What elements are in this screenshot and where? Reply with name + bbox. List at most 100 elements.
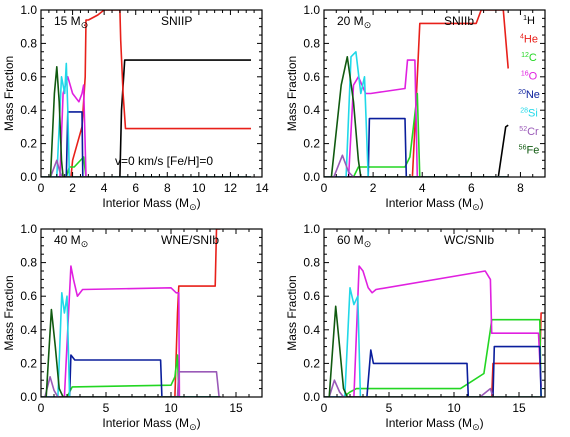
series-line-O (41, 265, 221, 397)
x-tick-label: 2 (69, 181, 76, 195)
y-tick-label: 0.4 (303, 323, 320, 337)
panel-60: 0 5 10 15 0.0 0.2 0.4 0.6 0.8 1.0 Interior Mass (M… (285, 222, 546, 432)
series-line-Si (324, 50, 509, 177)
series-group (324, 265, 543, 397)
y-tick-label: 1.0 (303, 3, 320, 17)
x-tick-label: 5 (386, 401, 393, 415)
series-line-He (324, 312, 543, 397)
series-line-O (324, 59, 509, 177)
series-line-Cr (41, 370, 221, 397)
x-tick-label: 15 (229, 401, 243, 415)
y-tick-label: 0.2 (303, 137, 320, 151)
x-tick-label: 0 (38, 401, 45, 415)
x-axis-label: Interior Mass (M⊙) (102, 196, 200, 212)
panel-15: 0 2 4 6 8 10 12 14 0.0 0.2 0.4 0.6 0.8 1.0 Interior Ma… (2, 3, 269, 212)
y-tick-label: 0.6 (303, 70, 320, 84)
y-tick-label: 0.0 (20, 390, 37, 404)
series-line-Cr (41, 159, 251, 177)
x-axis-label: Interior Mass (M⊙) (102, 416, 200, 432)
panel-20: 0 2 4 6 8 0.0 0.2 0.4 0.6 0.8 1.0 Interior Mass (M⊙… (285, 3, 546, 212)
x-tick-label: 0 (321, 181, 328, 195)
x-tick-label: 8 (517, 181, 524, 195)
x-axis-label: Interior Mass (M⊙) (385, 416, 483, 432)
x-tick-label: 10 (164, 401, 178, 415)
panel-annotation: v=0 km/s [Fe/H]=0 (115, 154, 213, 168)
series-line-C (324, 92, 509, 177)
series-line-H (41, 59, 251, 177)
y-tick-label: 1.0 (20, 222, 37, 236)
x-tick-label: 2 (370, 181, 377, 195)
x-tick-label: 14 (255, 181, 269, 195)
series-line-He (41, 229, 221, 397)
plot-frame (40, 228, 263, 398)
series-line-Fe (324, 305, 543, 397)
y-tick-label: 0.0 (303, 170, 320, 184)
x-tick-label: 4 (419, 181, 426, 195)
y-tick-label: 0.6 (20, 70, 37, 84)
y-tick-label: 0.0 (303, 390, 320, 404)
y-tick-label: 0.4 (303, 103, 320, 117)
y-tick-label: 1.0 (303, 222, 320, 236)
x-tick-label: 12 (224, 181, 238, 195)
x-tick-label: 0 (321, 401, 328, 415)
legend-entry-H: 1H (523, 15, 535, 27)
legend-entry-Fe: 56Fe (519, 145, 540, 157)
panel-sn-type: SNIIP (161, 14, 192, 28)
panel-sn-type: WNE/SNIb (161, 233, 219, 247)
series-line-Ne (324, 345, 542, 397)
y-tick-label: 0.6 (20, 289, 37, 303)
x-tick-label: 10 (447, 401, 461, 415)
y-tick-label: 1.0 (20, 3, 37, 17)
y-tick-label: 0.8 (20, 36, 37, 50)
legend-entry-He: 4He (520, 34, 538, 46)
series-line-Fe (41, 66, 251, 177)
x-tick-label: 4 (101, 181, 108, 195)
series-line-Si (41, 291, 221, 397)
y-tick-label: 0.4 (20, 323, 37, 337)
y-axis-label: Mass Fraction (2, 56, 16, 131)
series-line-H (324, 124, 509, 177)
x-tick-label: 15 (512, 401, 526, 415)
legend-entry-Si: 28Si (520, 108, 538, 120)
y-axis-label: Mass Fraction (285, 56, 299, 131)
panel-sn-type: WC/SNIb (444, 233, 494, 247)
y-tick-label: 0.4 (20, 103, 37, 117)
x-tick-label: 0 (38, 181, 45, 195)
series-line-Si (324, 286, 543, 397)
legend-entry-O: 16O (521, 71, 538, 83)
y-tick-label: 0.8 (303, 256, 320, 270)
series-group (41, 10, 251, 177)
legend-entry-Ne: 20Ne (518, 89, 540, 101)
series-line-C (41, 156, 251, 177)
x-axis-label: Interior Mass (M⊙) (385, 196, 483, 212)
x-tick-label: 6 (132, 181, 139, 195)
y-tick-label: 0.2 (20, 137, 37, 151)
series-line-He (41, 10, 251, 177)
panel-sn-type: SNIIb (444, 14, 474, 28)
legend-entry-Cr: 52Cr (519, 126, 539, 138)
series-line-Cr (324, 379, 543, 397)
x-tick-label: 8 (164, 181, 171, 195)
series-line-Ne (41, 354, 221, 397)
y-tick-label: 0.8 (303, 36, 320, 50)
panel-mass-title: 60 M⊙ (337, 233, 371, 249)
y-tick-label: 0.0 (20, 170, 37, 184)
y-tick-label: 0.6 (303, 289, 320, 303)
y-tick-label: 0.8 (20, 256, 37, 270)
legend-entry-C: 12C (521, 52, 537, 64)
series-line-Cr (324, 154, 509, 177)
x-tick-label: 6 (468, 181, 475, 195)
x-tick-label: 5 (103, 401, 110, 415)
panel-mass-title: 40 M⊙ (54, 233, 88, 249)
series-line-O (324, 265, 542, 397)
y-tick-label: 0.2 (20, 356, 37, 370)
panel-mass-title: 15 M⊙ (54, 14, 88, 30)
panel-mass-title: 20 M⊙ (337, 14, 371, 30)
series-group (41, 229, 221, 397)
series-line-Fe (41, 308, 221, 397)
series-line-Ne (324, 117, 509, 177)
series-line-He (324, 10, 509, 177)
panel-40: 0 5 10 15 0.0 0.2 0.4 0.6 0.8 1.0 Interior Mass (M… (2, 222, 263, 432)
y-tick-label: 0.2 (303, 356, 320, 370)
